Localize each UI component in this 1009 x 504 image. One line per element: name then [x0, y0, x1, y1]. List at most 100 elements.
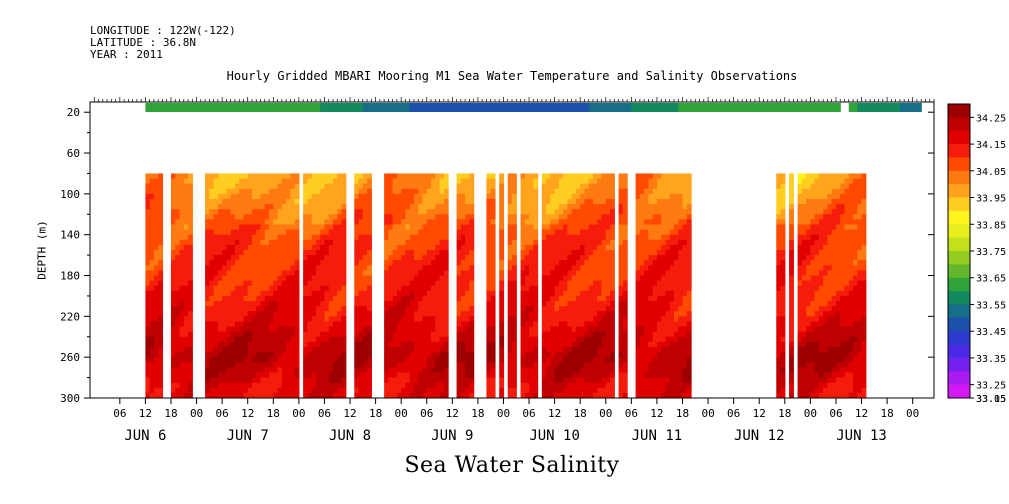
salinity-cell [439, 219, 445, 226]
salinity-cell [431, 382, 436, 389]
salinity-cell [567, 392, 573, 398]
salinity-cell [597, 352, 603, 358]
salinity-cell [661, 265, 667, 272]
salinity-cell [465, 352, 470, 358]
salinity-cell [652, 209, 658, 215]
salinity-cell [418, 311, 424, 317]
salinity-cell [307, 244, 313, 251]
salinity-cell [610, 239, 615, 246]
salinity-cell [460, 193, 466, 200]
salinity-cell [226, 275, 232, 282]
salinity-cell [209, 295, 215, 302]
salinity-cell [392, 295, 398, 302]
salinity-cell [384, 188, 389, 195]
salinity-cell [529, 178, 534, 185]
salinity-cell [588, 295, 594, 302]
salinity-cell [806, 250, 811, 256]
salinity-cell [388, 311, 394, 317]
salinity-cell [362, 173, 368, 180]
salinity-cell [541, 377, 547, 384]
salinity-cell [797, 311, 803, 317]
salinity-cell [622, 219, 628, 226]
salinity-cell [384, 326, 389, 333]
salinity-cell [656, 387, 662, 394]
salinity-cell [622, 265, 628, 272]
salinity-cell [563, 285, 569, 292]
salinity-cell [149, 331, 155, 338]
salinity-cell [550, 239, 556, 246]
salinity-cell [243, 193, 249, 200]
salinity-cell [520, 204, 526, 210]
salinity-cell [401, 387, 407, 394]
salinity-cell [260, 392, 266, 398]
salinity-cell [158, 311, 164, 317]
salinity-cell [814, 357, 820, 363]
salinity-cell [507, 392, 513, 398]
salinity-cell [465, 321, 470, 328]
salinity-cell [260, 357, 266, 363]
salinity-cell [183, 260, 189, 266]
salinity-cell [409, 316, 415, 323]
salinity-cell [396, 382, 402, 389]
salinity-cell [358, 357, 364, 363]
salinity-cell [656, 229, 662, 236]
salinity-cell [558, 306, 564, 312]
salinity-cell [179, 352, 185, 358]
salinity-cell [294, 280, 300, 287]
salinity-cell [507, 367, 513, 374]
salinity-cell [413, 209, 419, 215]
salinity-cell [499, 244, 505, 251]
salinity-cell [465, 224, 470, 231]
salinity-cell [315, 224, 321, 231]
salinity-cell [256, 301, 262, 307]
salinity-cell [618, 198, 624, 205]
salinity-cell [558, 234, 564, 241]
salinity-cell [281, 239, 287, 246]
salinity-cell [264, 372, 270, 379]
salinity-cell [554, 392, 560, 398]
salinity-cell [635, 275, 641, 282]
salinity-cell [499, 321, 505, 328]
salinity-cell [384, 346, 389, 353]
salinity-cell [648, 229, 654, 236]
salinity-cell [320, 387, 326, 394]
salinity-cell [801, 392, 807, 398]
salinity-cell [217, 336, 223, 343]
salinity-cell [324, 311, 330, 317]
salinity-cell [639, 204, 645, 210]
salinity-cell [435, 265, 441, 272]
salinity-cell [396, 219, 402, 226]
salinity-cell [563, 173, 569, 180]
salinity-cell [294, 260, 300, 266]
salinity-cell [273, 367, 279, 374]
salinity-cell [546, 244, 551, 251]
salinity-cell [550, 173, 556, 180]
salinity-cell [213, 377, 219, 384]
salinity-cell [337, 173, 343, 180]
salinity-cell [328, 204, 334, 210]
salinity-cell [584, 219, 590, 226]
salinity-cell [277, 301, 283, 307]
salinity-cell [239, 188, 245, 195]
salinity-cell [149, 382, 155, 389]
salinity-cell [512, 173, 517, 180]
salinity-cell [533, 367, 539, 374]
salinity-cell [584, 173, 590, 180]
salinity-cell [230, 372, 236, 379]
salinity-cell [507, 198, 513, 205]
salinity-cell [801, 341, 807, 348]
salinity-cell [656, 255, 662, 261]
salinity-cell [520, 392, 526, 398]
salinity-cell [341, 382, 347, 389]
salinity-cell [303, 214, 308, 220]
salinity-cell [605, 173, 611, 180]
salinity-cell [601, 367, 607, 374]
salinity-cell [499, 219, 505, 226]
salinity-cell [486, 331, 492, 338]
salinity-cell [264, 377, 270, 384]
salinity-cell [682, 326, 688, 333]
salinity-cell [354, 336, 360, 343]
salinity-cell [588, 244, 594, 251]
salinity-cell [652, 275, 658, 282]
salinity-cell [810, 295, 816, 302]
